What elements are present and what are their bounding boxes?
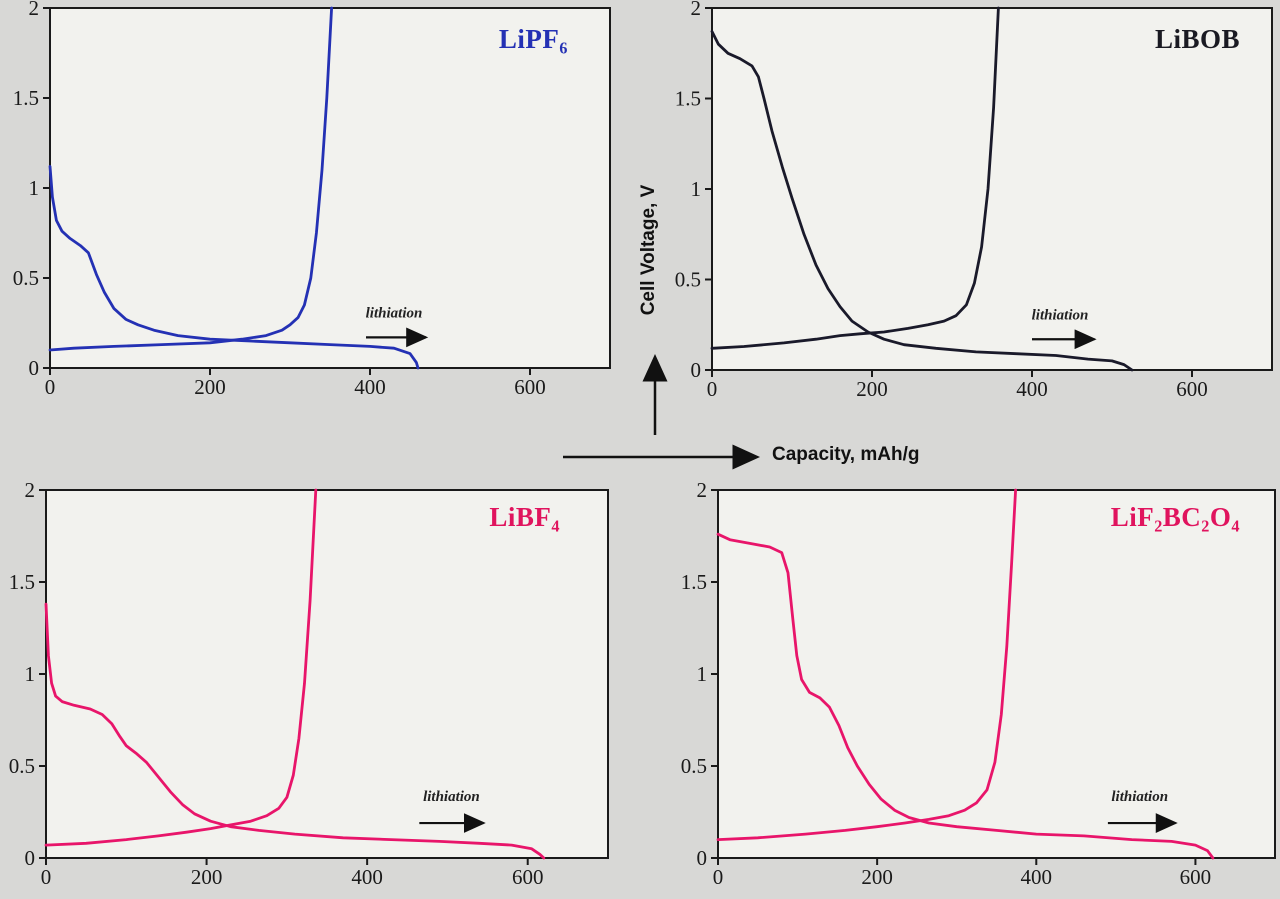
y-tick-label: 1 (29, 176, 40, 200)
series-discharge-line (710, 30, 1134, 372)
chart-lif2bc2o4-title: LiF₂BC₂O₄ (1110, 502, 1240, 532)
y-tick-label: 0.5 (9, 754, 35, 778)
y-tick-label: 1.5 (675, 87, 701, 111)
x-tick-label: 0 (41, 865, 52, 889)
x-tick-label: 600 (1180, 865, 1212, 889)
x-tick-label: 200 (861, 865, 893, 889)
shared-axis-arrows (563, 354, 760, 470)
x-tick-label: 200 (856, 377, 888, 401)
chart-libf4-title: LiBF₄ (489, 502, 560, 532)
chart-libob-title: LiBOB (1154, 24, 1240, 54)
y-tick-label: 1.5 (13, 86, 39, 110)
x-tick-label: 600 (1176, 377, 1208, 401)
chart-lipf6-title: LiPF₆ (498, 24, 568, 54)
chart-lipf6: 0 200 400 600 0 0.5 1 1.5 2 lithiation LiPF₆ (0, 0, 616, 402)
x-tick-label: 0 (45, 375, 56, 399)
series-charge-line (44, 488, 318, 847)
x-tick-label: 400 (1016, 377, 1048, 401)
y-tick-label: 1 (25, 662, 36, 686)
x-tick-label: 400 (351, 865, 383, 889)
chart-libf4-plot: 0 200 400 600 0 0.5 1 1.5 2 lithiation (9, 482, 609, 889)
y-tick-label: 0 (25, 846, 36, 870)
y-tick-label: 1 (697, 662, 708, 686)
y-tick-label: 1 (691, 177, 702, 201)
shared-x-axis-label: Capacity, mAh/g (772, 444, 920, 465)
chart-lif2bc2o4-plot: 0 200 400 600 0 0.5 1 1.5 2 lithiation (681, 482, 1276, 889)
y-tick-label: 0.5 (675, 268, 701, 292)
y-tick-label: 2 (29, 0, 40, 20)
y-tick-label: 2 (691, 0, 702, 20)
x-tick-label: 400 (354, 375, 386, 399)
chart-lif2bc2o4: 0 200 400 600 0 0.5 1 1.5 2 lithiation LiF₂BC₂O₄ (664, 482, 1280, 899)
series-charge-line (710, 6, 1000, 350)
x-tick-label: 600 (512, 865, 544, 889)
series-discharge-line (44, 602, 546, 860)
annotation-label: lithiation (1032, 307, 1089, 323)
y-tick-label: 0.5 (681, 754, 707, 778)
chart-libob-plot: 0 200 400 600 0 0.5 1 1.5 2 lithiation (675, 0, 1273, 401)
y-tick-label: 1.5 (681, 570, 707, 594)
chart-libob: 0 200 400 600 0 0.5 1 1.5 2 lithiation LiBOB (660, 0, 1280, 404)
x-tick-label: 0 (713, 865, 724, 889)
x-tick-label: 0 (707, 377, 718, 401)
y-tick-label: 0 (691, 358, 702, 382)
annotation-label: lithiation (1111, 789, 1168, 805)
series-charge-line (48, 6, 334, 352)
shared-y-axis-label: Cell Voltage, V (638, 184, 659, 316)
chart-lipf6-plot: 0 200 400 600 0 0.5 1 1.5 2 lithiation (13, 0, 611, 399)
y-tick-label: 0 (29, 356, 40, 380)
x-tick-label: 400 (1021, 865, 1052, 889)
series-discharge-line (48, 164, 420, 370)
plot-frame (45, 489, 609, 859)
series-charge-line (716, 488, 1018, 842)
y-tick-label: 0 (697, 846, 708, 870)
y-tick-label: 2 (25, 482, 36, 502)
plot-frame (49, 7, 611, 369)
y-tick-label: 2 (697, 482, 708, 502)
x-tick-label: 600 (514, 375, 546, 399)
annotation-label: lithiation (423, 789, 480, 805)
plot-frame (717, 489, 1276, 859)
annotation-label: lithiation (366, 306, 423, 322)
series-discharge-line (716, 532, 1215, 860)
x-tick-label: 200 (194, 375, 226, 399)
plot-frame (711, 7, 1273, 371)
y-tick-label: 0.5 (13, 266, 39, 290)
chart-libf4: 0 200 400 600 0 0.5 1 1.5 2 lithiation LiBF₄ (0, 482, 616, 899)
x-tick-label: 200 (191, 865, 223, 889)
y-tick-label: 1.5 (9, 570, 35, 594)
